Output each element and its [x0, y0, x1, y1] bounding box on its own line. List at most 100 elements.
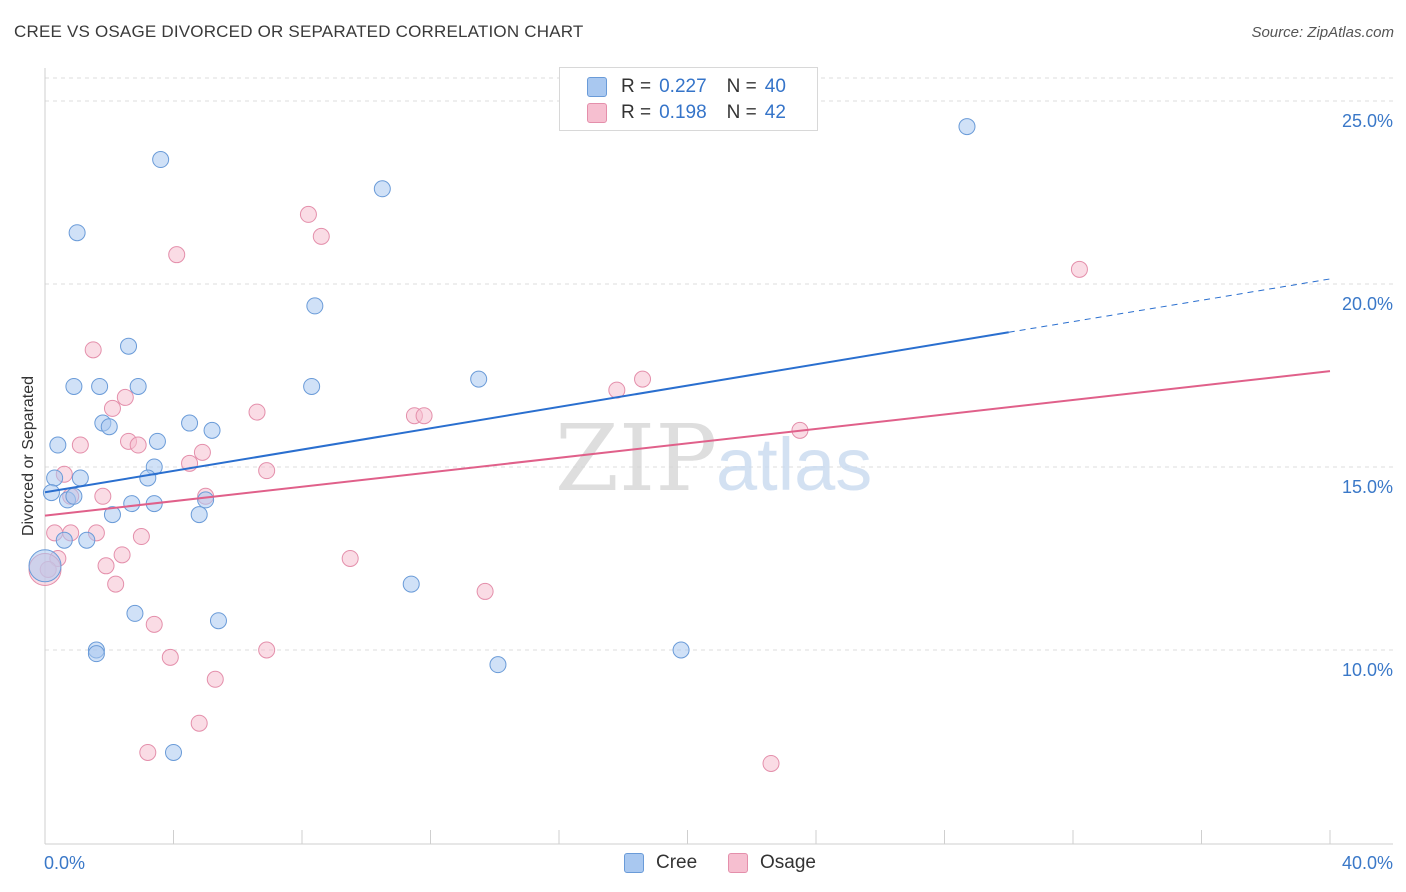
- osage-point: [258, 641, 276, 659]
- cree-point: [165, 743, 182, 761]
- osage-point: [341, 549, 359, 567]
- cree-point: [100, 418, 118, 436]
- osage-point: [258, 462, 276, 480]
- osage-point: [94, 487, 112, 505]
- legend-item-osage[interactable]: Osage: [728, 852, 816, 874]
- cree-point: [87, 645, 105, 663]
- cree-point: [65, 487, 83, 505]
- cree-point: [129, 377, 147, 395]
- cree-legend-label: Cree: [656, 852, 698, 873]
- osage-n-value: 42: [764, 102, 786, 123]
- cree-r-value: 0.227: [659, 76, 707, 97]
- cree-point: [197, 491, 215, 509]
- osage-points: [28, 205, 1088, 772]
- cree-point: [49, 436, 67, 454]
- osage-point: [129, 436, 147, 454]
- osage-point: [113, 546, 131, 564]
- osage-point: [193, 443, 211, 461]
- n-label: N =: [726, 76, 757, 97]
- chart-title: CREE VS OSAGE DIVORCED OR SEPARATED CORR…: [14, 22, 584, 41]
- axes: [44, 68, 1393, 845]
- osage-trend-line: [44, 370, 1331, 517]
- cree-point: [181, 414, 199, 432]
- cree-points: [28, 118, 976, 761]
- cree-point: [123, 495, 141, 513]
- x-tick-label: 40.0%: [1342, 853, 1393, 873]
- cree-point: [190, 506, 208, 524]
- legend-item-cree[interactable]: Cree: [624, 852, 697, 874]
- osage-point: [312, 227, 330, 245]
- x-tick-label: 0.0%: [44, 853, 85, 873]
- watermark: ZIP atlas: [555, 405, 872, 512]
- osage-r-value: 0.198: [659, 102, 707, 123]
- gridlines: [45, 77, 1393, 651]
- osage-point: [299, 205, 317, 223]
- source-credit: Source: ZipAtlas.com: [1251, 24, 1394, 41]
- cree-trend-extension: [1008, 278, 1331, 333]
- osage-point: [248, 403, 266, 421]
- cree-point: [303, 377, 321, 395]
- cree-point: [306, 297, 324, 315]
- cree-point: [203, 421, 221, 439]
- r-label: R =: [621, 76, 652, 97]
- cree-point: [120, 337, 138, 355]
- osage-point: [71, 436, 89, 454]
- cree-point: [91, 377, 109, 395]
- cree-point: [28, 549, 62, 583]
- cree-point: [489, 656, 507, 674]
- stats-legend: R = 0.227 N = 40 R = 0.198 N = 42: [559, 67, 818, 131]
- cree-point: [148, 432, 166, 450]
- cree-point: [126, 604, 144, 622]
- osage-legend-label: Osage: [760, 852, 816, 873]
- cree-point: [470, 370, 488, 388]
- legend-row-osage: R = 0.198 N = 42: [587, 101, 786, 125]
- cree-point: [139, 469, 157, 487]
- trend-lines: [44, 278, 1331, 517]
- osage-point: [103, 399, 121, 417]
- cree-n-value: 40: [764, 76, 786, 97]
- osage-point: [107, 575, 125, 593]
- osage-point: [206, 670, 224, 688]
- cree-point: [68, 224, 86, 242]
- y-axis-label: Divorced or Separated: [20, 376, 37, 536]
- osage-point: [116, 388, 134, 406]
- osage-legend-swatch: [728, 853, 748, 873]
- osage-point: [139, 743, 157, 761]
- osage-point: [145, 615, 163, 633]
- r-label: R =: [621, 102, 652, 123]
- cree-point: [55, 531, 73, 549]
- cree-swatch: [587, 77, 607, 97]
- cree-point: [672, 641, 690, 659]
- cree-point: [958, 118, 976, 136]
- watermark-zip: ZIP: [555, 405, 717, 512]
- cree-point: [209, 612, 227, 630]
- cree-trend-line: [44, 331, 1009, 494]
- y-tick-label: 25.0%: [1342, 111, 1393, 131]
- series-legend: Cree Osage: [0, 852, 1406, 876]
- y-tick-label: 15.0%: [1342, 477, 1393, 497]
- tick-labels: 10.0% 15.0% 20.0% 25.0% 0.0% 40.0%: [44, 111, 1393, 873]
- cree-point: [71, 469, 89, 487]
- cree-point: [42, 484, 60, 502]
- cree-point: [152, 151, 170, 169]
- y-tick-label: 10.0%: [1342, 660, 1393, 680]
- cree-point: [65, 377, 83, 395]
- cree-point: [78, 531, 96, 549]
- cree-point: [103, 506, 121, 524]
- cree-point: [373, 180, 391, 198]
- osage-point: [762, 754, 780, 772]
- osage-point: [415, 407, 433, 425]
- cree-point: [46, 469, 64, 487]
- osage-swatch: [587, 103, 607, 123]
- osage-point: [168, 246, 186, 264]
- osage-point: [161, 648, 179, 666]
- osage-point: [634, 370, 652, 388]
- osage-point: [84, 341, 102, 359]
- osage-point: [190, 714, 208, 732]
- cree-legend-swatch: [624, 853, 644, 873]
- osage-point: [132, 528, 150, 546]
- n-label: N =: [726, 102, 757, 123]
- osage-point: [476, 582, 494, 600]
- osage-point: [1070, 260, 1088, 278]
- osage-point: [97, 557, 115, 575]
